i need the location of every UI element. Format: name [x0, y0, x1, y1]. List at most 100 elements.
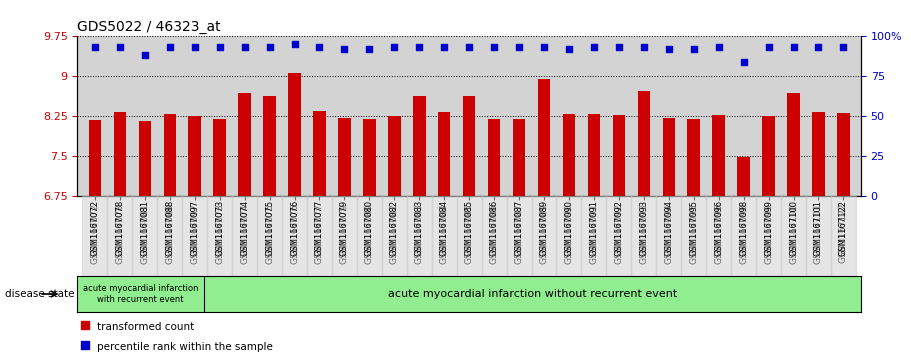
Point: [736, 59, 751, 65]
Bar: [531, 196, 557, 276]
Bar: [257, 196, 282, 276]
Point: [312, 45, 327, 50]
Text: disease state: disease state: [5, 289, 74, 299]
Point: [262, 45, 277, 50]
Text: GSM1167093: GSM1167093: [640, 200, 649, 256]
Bar: [307, 196, 332, 276]
Bar: [263, 96, 276, 196]
Bar: [507, 196, 531, 276]
Bar: [338, 118, 351, 196]
Text: GSM1167081: GSM1167081: [140, 200, 149, 256]
Bar: [357, 196, 382, 276]
Point: [78, 322, 93, 328]
Bar: [688, 119, 700, 196]
Point: [362, 46, 376, 52]
Bar: [407, 196, 432, 276]
Text: GSM1167073: GSM1167073: [215, 200, 224, 256]
Point: [537, 45, 551, 50]
Text: GSM1167122: GSM1167122: [839, 200, 848, 256]
Point: [188, 45, 202, 50]
Bar: [781, 196, 806, 276]
Bar: [432, 196, 456, 276]
Bar: [288, 73, 301, 196]
Text: GSM1167090: GSM1167090: [565, 200, 573, 256]
Text: GSM1167100: GSM1167100: [789, 200, 798, 256]
Bar: [813, 113, 824, 196]
Bar: [638, 91, 650, 196]
Bar: [232, 196, 257, 276]
Bar: [382, 196, 407, 276]
Bar: [163, 114, 176, 196]
Text: GSM1167079: GSM1167079: [340, 200, 349, 256]
Point: [486, 45, 501, 50]
Text: GSM1167091: GSM1167091: [589, 200, 599, 256]
Text: GSM1167098: GSM1167098: [739, 200, 748, 256]
Bar: [737, 157, 750, 196]
Point: [661, 46, 676, 52]
Bar: [114, 113, 126, 196]
Point: [138, 53, 152, 58]
Point: [113, 45, 128, 50]
Bar: [332, 196, 357, 276]
Text: GSM1167078: GSM1167078: [116, 200, 125, 256]
Text: transformed count: transformed count: [97, 322, 194, 333]
Text: acute myocardial infarction
with recurrent event: acute myocardial infarction with recurre…: [83, 284, 199, 304]
Point: [462, 45, 476, 50]
Bar: [756, 196, 781, 276]
Bar: [837, 114, 850, 196]
Bar: [463, 97, 476, 196]
Point: [78, 342, 93, 348]
Point: [587, 45, 601, 50]
Point: [762, 45, 776, 50]
Bar: [132, 196, 158, 276]
Text: GSM1167092: GSM1167092: [614, 200, 623, 256]
Bar: [612, 115, 625, 196]
Point: [412, 45, 426, 50]
Bar: [88, 120, 101, 196]
Bar: [706, 196, 732, 276]
Bar: [239, 93, 251, 196]
Text: GSM1167074: GSM1167074: [241, 200, 249, 256]
Bar: [282, 196, 307, 276]
Text: GSM1167095: GSM1167095: [690, 200, 698, 256]
Point: [637, 45, 651, 50]
Bar: [182, 196, 207, 276]
Bar: [388, 116, 401, 196]
Text: GSM1167083: GSM1167083: [415, 200, 424, 256]
Bar: [588, 114, 600, 196]
Text: GSM1167082: GSM1167082: [390, 200, 399, 256]
Text: GSM1167072: GSM1167072: [90, 200, 99, 256]
Bar: [581, 196, 607, 276]
Bar: [563, 114, 575, 196]
Text: GSM1167080: GSM1167080: [365, 200, 374, 256]
Point: [686, 46, 701, 52]
Bar: [207, 196, 232, 276]
Bar: [363, 119, 375, 196]
Text: GSM1167084: GSM1167084: [440, 200, 449, 256]
Bar: [189, 116, 201, 196]
Bar: [482, 196, 507, 276]
Bar: [413, 96, 425, 196]
Bar: [456, 196, 482, 276]
Bar: [513, 119, 526, 196]
Text: GSM1167087: GSM1167087: [515, 200, 524, 256]
Text: GDS5022 / 46323_at: GDS5022 / 46323_at: [77, 20, 221, 34]
Text: GSM1167094: GSM1167094: [664, 200, 673, 256]
Bar: [607, 196, 631, 276]
Point: [437, 45, 452, 50]
Bar: [107, 196, 132, 276]
Text: percentile rank within the sample: percentile rank within the sample: [97, 342, 273, 352]
Point: [512, 45, 527, 50]
Bar: [712, 115, 725, 196]
Bar: [662, 118, 675, 196]
Point: [811, 45, 825, 50]
Bar: [656, 196, 681, 276]
Bar: [806, 196, 831, 276]
Bar: [537, 79, 550, 196]
Text: GSM1167085: GSM1167085: [465, 200, 474, 256]
Text: GSM1167077: GSM1167077: [315, 200, 324, 256]
Point: [238, 45, 252, 50]
Point: [836, 45, 851, 50]
Text: GSM1167096: GSM1167096: [714, 200, 723, 256]
Point: [387, 45, 402, 50]
